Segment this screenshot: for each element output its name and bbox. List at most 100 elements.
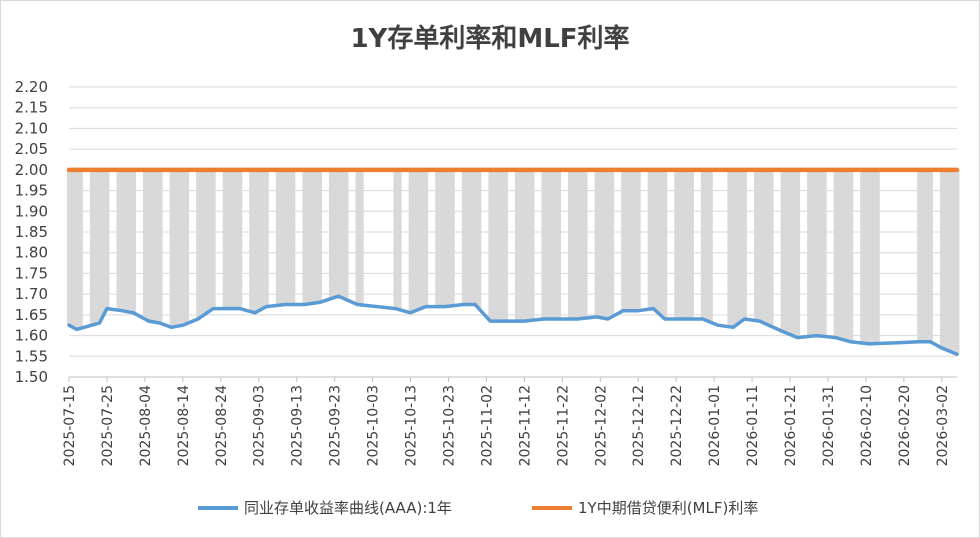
x-tick-label: 2026-01-21	[783, 385, 799, 466]
chart-title: 1Y存单利率和MLF利率	[350, 23, 629, 54]
fill-between-bar	[435, 169, 440, 307]
fill-between-bar	[742, 169, 747, 319]
fill-between-bar	[196, 169, 201, 319]
x-tick-label: 2026-01-31	[821, 385, 837, 466]
fill-between-bar	[848, 169, 854, 342]
x-tick-label: 2025-08-04	[138, 385, 154, 466]
x-tick-label: 2025-12-02	[593, 385, 609, 466]
fill-between-bar	[609, 169, 615, 317]
fill-between-bar	[237, 169, 243, 309]
x-tick-label: 2025-11-12	[517, 385, 533, 466]
fill-between-bar	[780, 169, 785, 332]
fill-between-bar	[735, 169, 740, 325]
fill-between-bar	[621, 169, 626, 311]
x-tick-label: 2025-10-03	[366, 385, 382, 466]
fill-between-bar	[575, 169, 581, 319]
x-tick-label: 2025-12-22	[669, 385, 685, 466]
fill-between-bar	[446, 169, 451, 307]
fill-between-bar	[180, 169, 186, 326]
fill-between-bar	[731, 169, 736, 328]
fill-between-bar	[207, 169, 212, 312]
x-tick-label: 2026-02-10	[859, 385, 875, 466]
fill-between-bar	[93, 169, 99, 325]
fill-between-bar	[309, 169, 315, 304]
fill-between-bar	[810, 169, 816, 336]
fill-between-bar	[67, 169, 72, 326]
fill-between-bar	[154, 169, 159, 323]
fill-between-bar	[340, 169, 345, 298]
fill-between-bar	[146, 169, 152, 322]
fill-between-bar	[807, 169, 812, 337]
fill-between-bar	[101, 169, 106, 316]
fill-between-bar	[871, 169, 877, 344]
fill-between-bar	[127, 169, 133, 313]
y-tick-label: 2.10	[15, 119, 48, 137]
y-tick-label: 1.95	[15, 182, 48, 200]
fill-between-bar	[158, 169, 163, 324]
fill-between-bar	[530, 169, 535, 321]
fill-between-bar	[264, 169, 269, 307]
fill-between-bar	[226, 169, 231, 309]
fill-between-bar	[662, 169, 668, 319]
fill-between-bar	[727, 169, 732, 327]
fill-between-bar	[875, 169, 880, 344]
y-tick-label: 1.90	[15, 202, 48, 220]
fill-between-bar	[753, 169, 759, 321]
fill-between-bar	[602, 169, 607, 319]
fill-between-bar	[234, 169, 239, 309]
fill-between-bar	[845, 169, 850, 341]
fill-between-bar	[556, 169, 562, 319]
fill-between-bar	[704, 169, 710, 321]
fill-between-bar	[211, 169, 216, 309]
fill-between-bar	[951, 169, 956, 353]
fill-between-bar	[359, 169, 364, 305]
x-tick-label: 2026-02-20	[897, 385, 913, 466]
fill-between-bar	[708, 169, 713, 323]
fill-between-bar	[678, 169, 683, 319]
fill-between-bar	[408, 169, 414, 313]
fill-between-bar	[761, 169, 766, 323]
x-tick-label: 2025-09-03	[252, 385, 268, 466]
fill-between-bar	[442, 169, 448, 307]
fill-between-bar	[469, 169, 474, 305]
x-tick-label: 2025-07-15	[62, 385, 78, 466]
fill-between-bar	[131, 169, 137, 313]
fill-between-bar	[605, 169, 611, 319]
fill-between-bar	[495, 169, 501, 322]
legend-item-mlf-rate-label: 1Y中期借贷便利(MLF)利率	[578, 499, 758, 517]
fill-between-bar	[700, 169, 706, 319]
fill-between-bar	[651, 169, 656, 309]
fill-between-bar	[184, 169, 190, 324]
fill-between-bar	[492, 169, 497, 322]
x-tick-label: 2025-08-24	[214, 385, 230, 466]
fill-between-bar	[143, 169, 148, 319]
fill-between-bar	[833, 169, 839, 338]
x-tick-label: 2025-10-23	[441, 385, 457, 466]
fill-between-bar	[488, 169, 493, 322]
fill-between-bar	[689, 169, 694, 319]
fill-between-bar	[549, 169, 554, 319]
x-tick-label: 2025-11-22	[555, 385, 571, 466]
legend: 同业存单收益率曲线(AAA):1年 1Y中期借贷便利(MLF)利率	[198, 499, 758, 517]
fill-between-bar	[655, 169, 660, 313]
fill-between-bar	[423, 169, 429, 307]
fill-between-bar	[393, 169, 398, 309]
fill-between-bar	[70, 169, 76, 328]
fill-between-bar	[939, 169, 945, 348]
fill-between-bar	[947, 169, 952, 352]
fill-between-bar	[420, 169, 425, 309]
x-tick-label: 2025-08-14	[176, 385, 192, 466]
fill-between-bar	[120, 169, 125, 311]
fill-between-bar	[461, 169, 467, 305]
fill-between-bar	[624, 169, 630, 311]
fill-between-bar	[89, 169, 95, 326]
fill-between-bar	[681, 169, 687, 319]
fill-between-bar	[636, 169, 641, 311]
fill-between-bar	[522, 169, 527, 322]
x-tick-label: 2025-09-13	[290, 385, 306, 466]
x-tick-label: 2026-01-11	[745, 385, 761, 466]
fill-between-bar	[328, 169, 334, 299]
x-tick-label: 2025-11-02	[479, 385, 495, 466]
fill-between-layer	[67, 169, 960, 355]
